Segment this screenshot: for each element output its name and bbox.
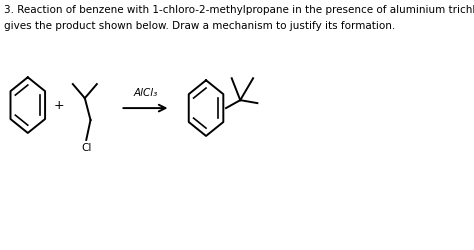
Text: 3. Reaction of benzene with 1-chloro-2-methylpropane in the presence of aluminiu: 3. Reaction of benzene with 1-chloro-2-m… xyxy=(4,5,474,15)
Text: Cl: Cl xyxy=(81,143,91,153)
Text: gives the product shown below. Draw a mechanism to justify its formation.: gives the product shown below. Draw a me… xyxy=(4,20,395,30)
Text: +: + xyxy=(54,98,64,112)
Text: AlCl₃: AlCl₃ xyxy=(133,88,157,98)
